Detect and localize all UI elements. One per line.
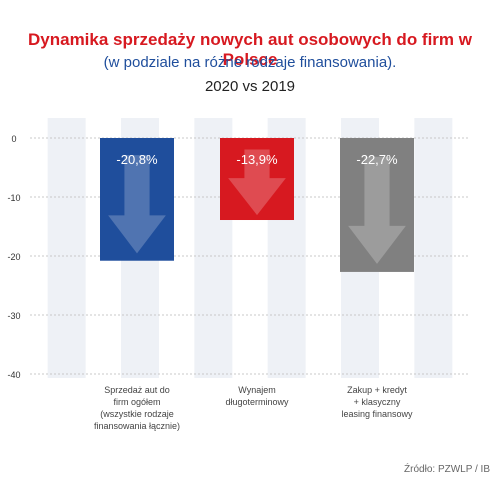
data-label: -13,9%	[236, 152, 278, 167]
x-tick-label: (wszystkie rodzaje	[100, 409, 174, 419]
chart-period: 2020 vs 2019	[204, 78, 296, 95]
y-tick-label: -40	[7, 370, 20, 380]
bar	[100, 138, 174, 261]
source-note: Źródło: PZWLP / IB	[404, 464, 490, 475]
x-tick-label: finansowania łącznie)	[94, 421, 180, 431]
bar-arrow-icon	[348, 156, 406, 264]
chart-subtitle: (w podziale na różne rodzaje finansowani…	[103, 54, 397, 71]
y-tick-label: -20	[7, 252, 20, 262]
background-band	[414, 118, 453, 378]
x-tick-label: Sprzedaż aut do	[104, 385, 170, 395]
bar	[340, 138, 414, 272]
x-tick-label: Zakup + kredyt	[347, 385, 407, 395]
y-tick-label: -10	[7, 193, 20, 203]
y-tick-label: 0	[11, 134, 16, 144]
y-tick-label: -30	[7, 311, 20, 321]
data-label: -22,7%	[356, 152, 398, 167]
x-tick-label: Wynajem	[238, 385, 275, 395]
data-label: -20,8%	[116, 152, 158, 167]
bar	[220, 138, 294, 221]
x-tick-label: długoterminowy	[225, 397, 289, 407]
bar-arrow-icon	[228, 149, 286, 216]
bar-arrow-icon	[108, 155, 166, 254]
background-band	[47, 118, 86, 378]
chart-title: Dynamika sprzedaży nowych aut osobowych …	[28, 30, 472, 69]
x-tick-label: + klasyczny	[354, 397, 401, 407]
x-tick-label: leasing finansowy	[341, 409, 413, 419]
x-tick-label: firm ogółem	[113, 397, 160, 407]
